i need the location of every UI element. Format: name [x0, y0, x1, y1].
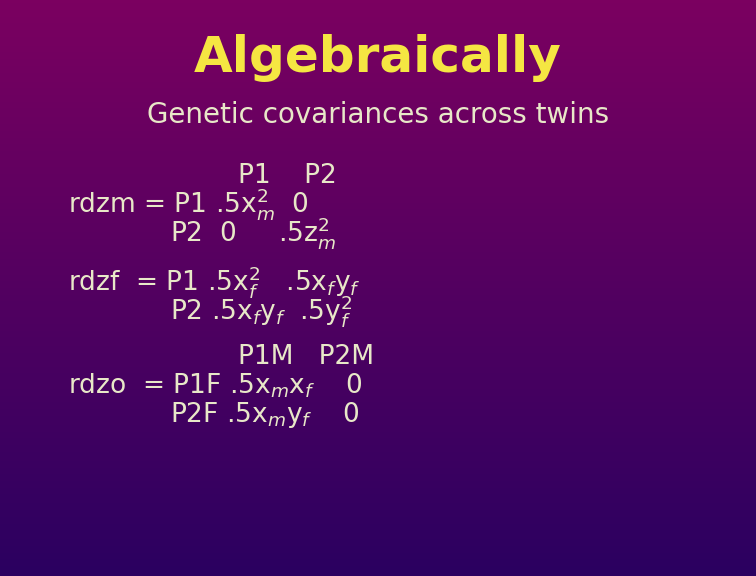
- Text: rdzm = P1 .5x$_m^2$  0: rdzm = P1 .5x$_m^2$ 0: [68, 187, 308, 222]
- Text: P2 .5x$_f$y$_f$  .5y$_f^2$: P2 .5x$_f$y$_f$ .5y$_f^2$: [170, 293, 352, 329]
- Text: P1    P2: P1 P2: [238, 162, 337, 189]
- Text: P2  0     .5z$_m^2$: P2 0 .5z$_m^2$: [170, 215, 336, 251]
- Text: P2F .5x$_m$y$_f$    0: P2F .5x$_m$y$_f$ 0: [170, 400, 360, 430]
- Text: rdzf  = P1 .5x$_f^2$   .5x$_f$y$_f$: rdzf = P1 .5x$_f^2$ .5x$_f$y$_f$: [68, 264, 361, 300]
- Text: P1M   P2M: P1M P2M: [238, 344, 374, 370]
- Text: Genetic covariances across twins: Genetic covariances across twins: [147, 101, 609, 129]
- Text: Algebraically: Algebraically: [194, 33, 562, 82]
- Text: rdzo  = P1F .5x$_m$x$_f$    0: rdzo = P1F .5x$_m$x$_f$ 0: [68, 372, 363, 400]
